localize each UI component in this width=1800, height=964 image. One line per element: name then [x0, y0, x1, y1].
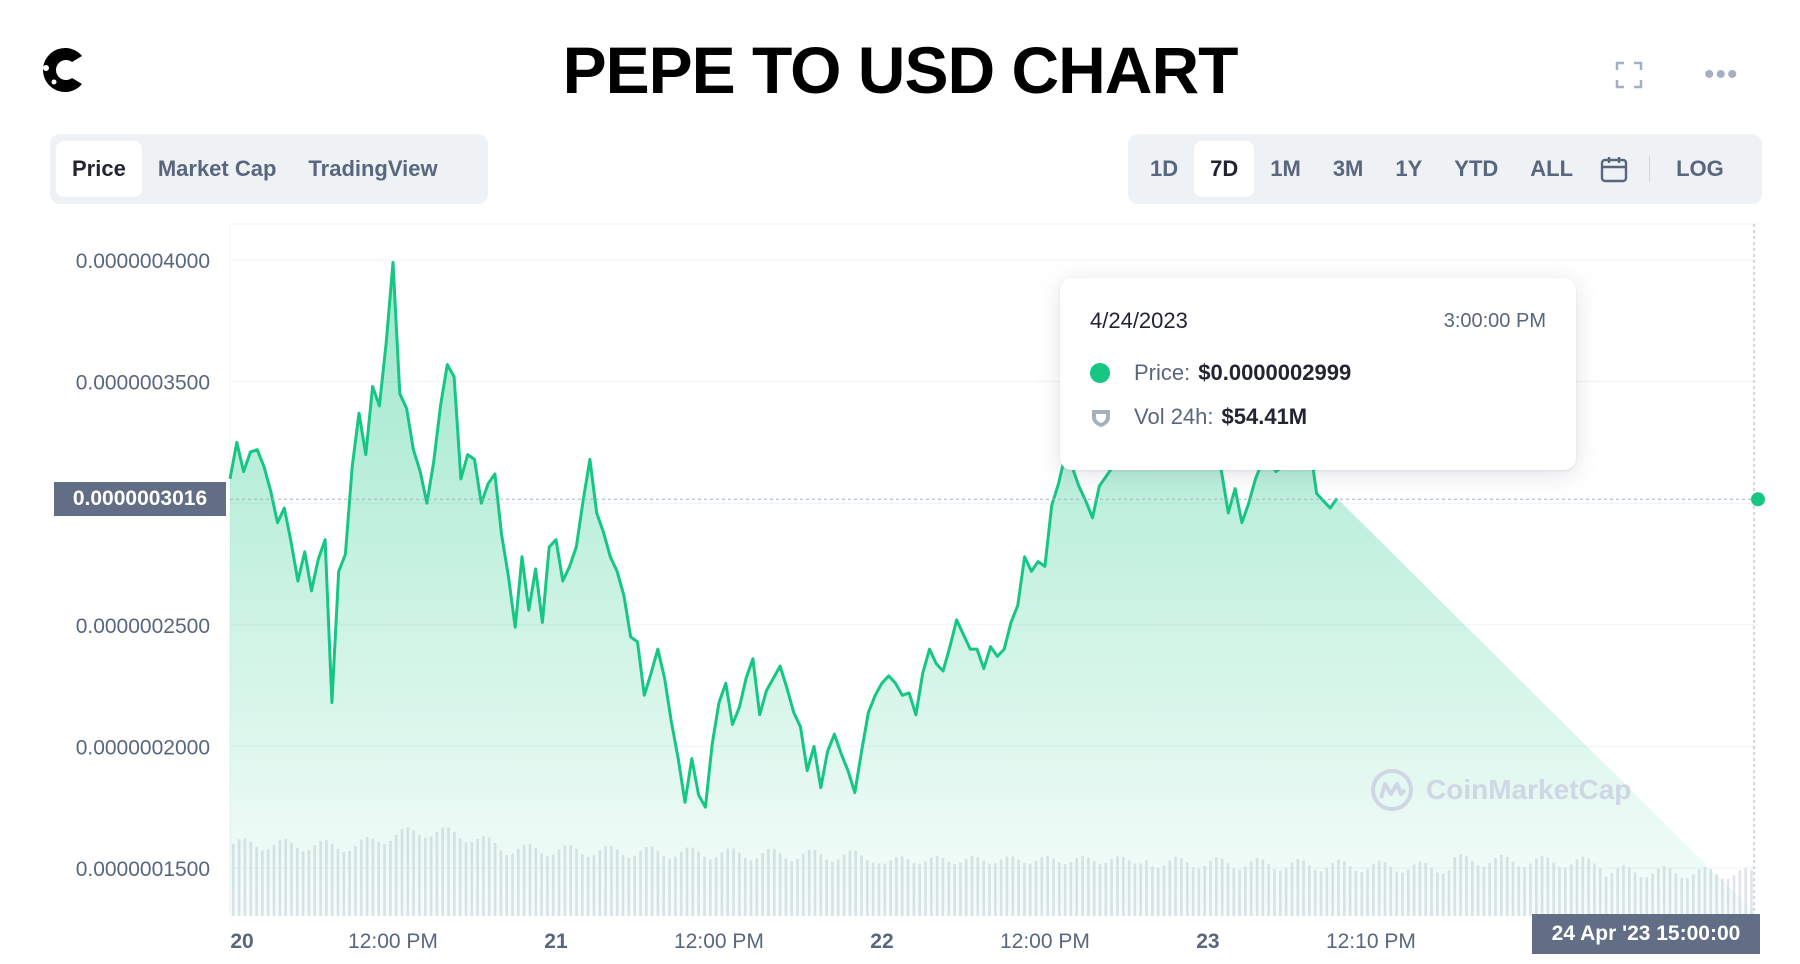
x-tick-label: 12:10 PM: [1326, 930, 1416, 953]
tooltip-time: 3:00:00 PM: [1443, 310, 1546, 332]
price-area: [230, 262, 1758, 916]
x-tick-label: 23: [1196, 930, 1219, 953]
tabs-divider: [1649, 156, 1651, 182]
calendar-icon[interactable]: [1599, 154, 1629, 184]
y-tick-label: 0.0000001500: [76, 858, 210, 881]
range-all[interactable]: ALL: [1530, 156, 1574, 181]
tab-price[interactable]: Price: [56, 141, 142, 197]
range-1m[interactable]: 1M: [1270, 156, 1301, 181]
x-tick-label: 22: [870, 930, 893, 953]
tooltip-price-row: Price: $0.0000002999: [1090, 360, 1351, 386]
current-price-dot: [1751, 492, 1765, 507]
x-tick-label: 12:00 PM: [348, 930, 438, 953]
tooltip-volume-row: Vol 24h: $54.41M: [1090, 404, 1307, 430]
tooltip-volume-label: Vol 24h:: [1134, 404, 1214, 429]
range-ytd[interactable]: YTD: [1454, 156, 1499, 181]
tooltip-date: 4/24/2023: [1090, 308, 1188, 333]
volume-bar: [1744, 867, 1747, 916]
crosshair-time-label: 24 Apr '23 15:00:00: [1532, 914, 1760, 954]
range-1d[interactable]: 1D: [1150, 156, 1179, 181]
price-chart[interactable]: 0.0000004000 0.0000003500 0.0000002500 0.00…: [0, 210, 1800, 964]
coinmarketcap-logo-icon: [1371, 769, 1413, 811]
x-tick-label: 20: [230, 930, 253, 953]
range-3m[interactable]: 3M: [1332, 156, 1364, 181]
tooltip-price-value: $0.0000002999: [1198, 360, 1352, 385]
volume-bar: [1750, 869, 1753, 916]
time-range-tabs: 1D 7D 1M 3M 1Y YTD ALL LOG: [1128, 134, 1762, 204]
y-tick-label: 0.0000002000: [76, 736, 210, 759]
range-1y[interactable]: 1Y: [1395, 156, 1423, 181]
watermark: CoinMarketCap: [1370, 768, 1631, 812]
log-scale-toggle[interactable]: LOG: [1676, 156, 1724, 181]
x-tick-label: 12:00 PM: [674, 930, 764, 953]
watermark-text: CoinMarketCap: [1426, 774, 1632, 805]
tab-tradingview[interactable]: TradingView: [308, 156, 438, 181]
x-tick-label: 12:00 PM: [1000, 930, 1090, 953]
tooltip-volume-value: $54.41M: [1221, 404, 1308, 429]
y-tick-label: 0.0000004000: [76, 250, 210, 273]
price-dot-icon: [1090, 363, 1110, 383]
y-tick-label: 0.0000002500: [76, 615, 210, 638]
range-7d[interactable]: 7D: [1194, 141, 1255, 197]
y-tick-label: 0.0000003500: [76, 372, 210, 395]
tooltip-price-label: Price:: [1134, 360, 1191, 385]
tab-market-cap[interactable]: Market Cap: [157, 156, 277, 181]
x-tick-label: 21: [544, 930, 568, 953]
chart-tooltip: 4/24/2023 3:00:00 PM Price: $0.000000299…: [1060, 278, 1576, 470]
fullscreen-icon[interactable]: [1614, 60, 1644, 90]
crosshair-price-label: 0.0000003016: [54, 482, 226, 516]
page-title: PEPE TO USD CHART: [562, 33, 1239, 107]
volume-bar: [1738, 870, 1742, 916]
chart-type-tabs: Price Market Cap TradingView: [50, 134, 488, 204]
more-horizontal-icon[interactable]: •••: [1704, 58, 1739, 91]
coin-logo-icon: [34, 42, 90, 98]
volume-shield-icon: [1090, 406, 1112, 428]
